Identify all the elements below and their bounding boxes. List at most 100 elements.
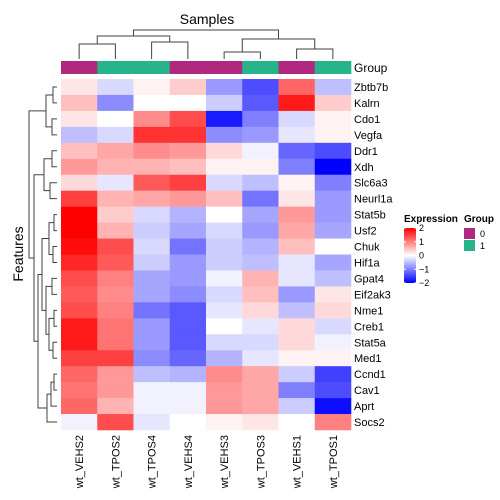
legend-colorbar: [404, 228, 416, 283]
heatmap-cell: [97, 414, 134, 431]
heatmap-cell: [242, 126, 279, 144]
heatmap-cell: [206, 414, 243, 431]
dendrogram-branch: [78, 43, 116, 59]
heatmap-cell: [278, 334, 316, 351]
heatmap-cell: [133, 398, 171, 415]
heatmap-cell: [133, 190, 171, 207]
heatmap-cell: [169, 222, 207, 239]
dendrogram-branch: [296, 48, 334, 59]
heatmap-cell: [61, 206, 98, 223]
heatmap-cell: [97, 142, 134, 160]
heatmap-cell: [242, 79, 279, 96]
row-label: Med1: [354, 353, 382, 365]
heatmap-cell: [169, 350, 207, 367]
heatmap-cell: [206, 366, 243, 383]
heatmap-cell: [61, 398, 98, 415]
heatmap-cell: [61, 414, 98, 431]
heatmap-cell: [61, 382, 98, 399]
heatmap-cell: [61, 142, 98, 160]
heatmap-cell: [242, 318, 279, 335]
dendrogram-branch: [43, 158, 52, 192]
heatmap-cell: [133, 366, 171, 383]
dendrogram-branch: [51, 277, 57, 295]
heatmap-cell: [133, 158, 171, 176]
heatmap-cell: [206, 302, 243, 319]
heatmap-cell: [97, 366, 134, 383]
heatmap-cell: [278, 94, 316, 112]
heatmap-cell: [314, 174, 352, 191]
heatmap-cell: [133, 286, 171, 303]
column-label: wt_VEHS4: [183, 435, 195, 489]
heatmap-cell: [314, 270, 352, 287]
heatmap-cell: [206, 286, 243, 303]
heatmap-cell: [242, 270, 279, 287]
dendrogram-branch: [52, 246, 57, 263]
dendrogram-branch: [28, 110, 46, 259]
dendrogram-branch: [51, 118, 57, 136]
row-label: Neurl1a: [354, 194, 393, 206]
heatmap-cell: [61, 79, 98, 96]
dendrogram-branch: [96, 35, 171, 44]
group-annotation-cell: [242, 61, 279, 74]
heatmap-cell: [169, 270, 207, 287]
heatmap-cell: [133, 302, 171, 319]
heatmap-cell: [206, 382, 243, 399]
heatmap-cell: [206, 174, 243, 191]
heatmap-cell: [169, 158, 207, 176]
heatmap-cell: [169, 382, 207, 399]
legend-group-label: 0: [480, 229, 485, 239]
group-annotation-label: Group: [354, 61, 388, 75]
heatmap-cell: [314, 126, 352, 144]
heatmap-cell: [133, 318, 171, 335]
dendrogram-branch: [46, 393, 57, 423]
heatmap-cell: [278, 286, 316, 303]
heatmap-cell: [97, 286, 134, 303]
heatmap-cell: [206, 318, 243, 335]
legend-group-title: Group: [464, 214, 494, 225]
legend-group-entries: 01: [464, 228, 485, 251]
heatmap-cell: [133, 206, 171, 223]
heatmap-cell: [242, 94, 279, 112]
heatmap-cell: [278, 174, 316, 191]
heatmap-cell: [169, 302, 207, 319]
heatmap-cell: [206, 350, 243, 367]
y-axis-label: Features: [10, 226, 26, 281]
heatmap-cell: [314, 142, 352, 160]
heatmap-cell: [314, 94, 352, 112]
row-label: Hif1a: [354, 257, 381, 269]
heatmap-cell: [314, 222, 352, 239]
heatmap-cell: [61, 286, 98, 303]
heatmap-cell: [61, 110, 98, 128]
legend-tick-label: 2: [419, 223, 424, 233]
heatmap-cell: [169, 206, 207, 223]
row-dendrogram: [28, 86, 57, 423]
group-annotation-cell: [97, 61, 134, 74]
dendrogram-branch: [53, 214, 57, 232]
heatmap-cell: [242, 366, 279, 383]
row-label: Usf2: [354, 226, 377, 238]
heatmap-cell: [278, 126, 316, 144]
heatmap-cell: [242, 190, 279, 207]
heatmap-cell: [242, 142, 279, 160]
heatmap-cell: [169, 254, 207, 271]
heatmap-cell: [169, 398, 207, 415]
chart-title: Samples: [180, 11, 234, 27]
heatmap-cell: [61, 334, 98, 351]
group-annotation-cell: [61, 61, 98, 74]
heatmap-cell: [97, 334, 134, 351]
heatmap-cell: [97, 174, 134, 191]
group-annotation-cell: [314, 61, 352, 74]
row-label: Cdo1: [354, 114, 380, 126]
heatmap-cell: [61, 190, 98, 207]
row-label: Zbtb7b: [354, 82, 388, 94]
heatmap-cell: [133, 94, 171, 112]
row-label: Cav1: [354, 385, 380, 397]
heatmap-cell: [242, 110, 279, 128]
heatmap-cell: [278, 382, 316, 399]
heatmap-cell: [61, 222, 98, 239]
heatmap-cell: [242, 238, 279, 255]
row-label: Slc6a3: [354, 178, 388, 190]
heatmap-cell: [97, 350, 134, 367]
dendrogram-branch: [241, 38, 316, 52]
